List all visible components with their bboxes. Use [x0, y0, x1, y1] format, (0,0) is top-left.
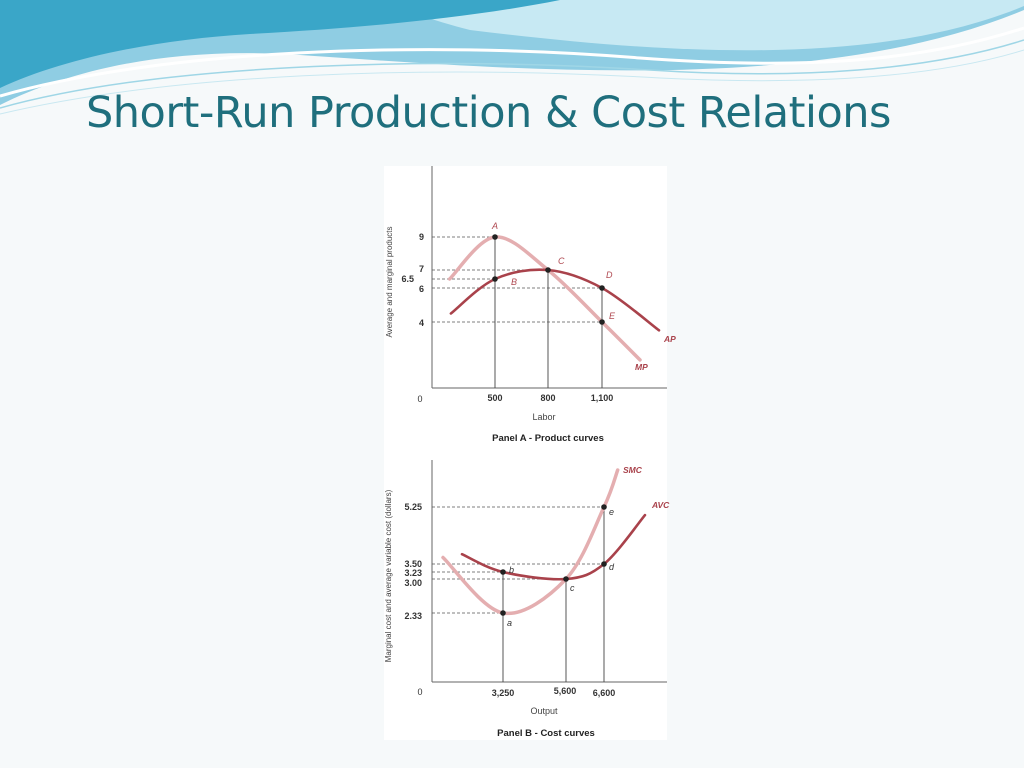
point-c-upper [545, 267, 551, 273]
point-d-lower [601, 561, 607, 567]
point-e-upper [599, 319, 605, 325]
panel-b-y-tick: 3.00 [404, 578, 422, 588]
panel-b-origin-label: 0 [417, 687, 422, 697]
panel-a-y-tick: 4 [419, 318, 424, 328]
point-label-b-lower: b [509, 565, 514, 575]
point-b-lower [500, 569, 506, 575]
panel-b-x-tick: 5,600 [554, 686, 577, 696]
point-e-lower [601, 504, 607, 510]
panel-a-x-tick: 800 [540, 393, 555, 403]
panel-b-x-tick: 6,600 [593, 688, 616, 698]
panel-b-y-label: Marginal cost and average variable cost … [384, 489, 393, 662]
point-label-c-lower: c [570, 583, 575, 593]
point-a-lower [500, 610, 506, 616]
panel-a-points [492, 234, 605, 325]
panel-b-y-tick: 3.23 [404, 568, 422, 578]
panel-b-y-tick: 2.33 [404, 611, 422, 621]
point-a-upper [492, 234, 498, 240]
panel-b-y-tick: 3.50 [404, 559, 422, 569]
point-c-lower [563, 576, 569, 582]
panel-b-points [500, 504, 607, 616]
point-label-e-upper: E [609, 311, 616, 321]
figure-background [384, 166, 667, 740]
point-label-d-lower: d [609, 562, 615, 572]
point-label-e-lower: e [609, 507, 614, 517]
point-b-upper [492, 276, 498, 282]
panel-a-x-label: Labor [532, 412, 555, 422]
slide-title: Short-Run Production & Cost Relations [86, 88, 891, 138]
panel-a-y-tick: 6 [419, 284, 424, 294]
panel-a-y-tick: 9 [419, 232, 424, 242]
panel-a-x-tick: 1,100 [591, 393, 614, 403]
panel-a-product-curves: 9 7 6.5 6 4 0 500 800 1,100 Labor Averag… [385, 166, 676, 444]
avc-series-label: AVC [651, 500, 670, 510]
panel-b-cost-curves: 5.25 3.50 3.23 3.00 2.33 0 3,250 5,600 6… [384, 460, 670, 739]
panel-b-y-tick: 5.25 [404, 502, 422, 512]
panel-a-y-tick: 6.5 [401, 274, 414, 284]
panel-a-y-tick: 7 [419, 264, 424, 274]
panel-b-x-tick: 3,250 [492, 688, 515, 698]
point-label-d-upper: D [606, 270, 613, 280]
point-label-c-upper: C [558, 256, 565, 266]
panel-b-title: Panel B - Cost curves [497, 728, 595, 739]
mp-series-label: MP [635, 362, 648, 372]
point-label-a-upper: A [491, 221, 498, 231]
point-label-b-upper: B [511, 277, 517, 287]
point-label-a-lower: a [507, 618, 512, 628]
panel-a-y-label: Average and marginal products [385, 226, 394, 337]
panel-a-origin-label: 0 [417, 394, 422, 404]
panel-a-x-tick: 500 [487, 393, 502, 403]
panel-b-x-label: Output [530, 706, 558, 716]
panel-a-title: Panel A - Product curves [492, 433, 604, 444]
header-wave-banner [0, 0, 1024, 115]
smc-series-label: SMC [623, 465, 643, 475]
ap-series-label: AP [663, 334, 676, 344]
point-d-upper [599, 285, 605, 291]
